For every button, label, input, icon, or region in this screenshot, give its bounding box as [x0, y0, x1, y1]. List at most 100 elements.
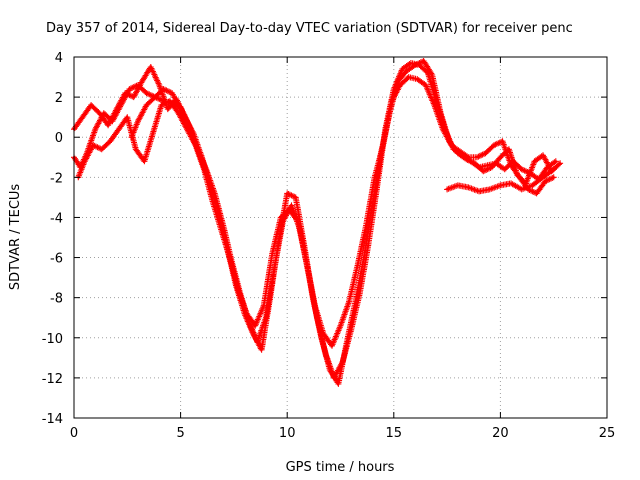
y-tick-label: -6: [50, 252, 63, 267]
y-tick-label: 2: [55, 91, 63, 106]
data-point: [473, 162, 477, 165]
data-point: [141, 79, 144, 83]
data-point: [396, 79, 400, 83]
chart-title: Day 357 of 2014, Sidereal Day-to-day VTE…: [46, 21, 573, 36]
y-tick-label: 4: [55, 51, 63, 66]
data-point: [552, 176, 555, 179]
data-point: [477, 190, 481, 193]
data-point: [81, 115, 84, 119]
x-tick-label: 10: [279, 426, 296, 441]
data-point: [100, 148, 103, 151]
data-point: [354, 300, 357, 303]
data-point: [373, 176, 376, 179]
data-point: [296, 220, 300, 223]
data-point: [518, 176, 521, 179]
data-point: [196, 148, 199, 151]
data-point: [509, 164, 513, 167]
data-point: [337, 382, 340, 386]
data-point: [401, 67, 404, 71]
data-point: [552, 168, 555, 171]
data-point: [294, 196, 297, 199]
data-point: [160, 103, 163, 107]
data-point: [356, 264, 359, 267]
data-point: [320, 336, 323, 339]
data-point: [330, 344, 334, 347]
data-point: [145, 91, 148, 95]
data-point: [531, 184, 534, 187]
data-point: [558, 162, 562, 165]
data-point: [211, 200, 214, 203]
y-tick-label: 0: [55, 131, 63, 146]
data-point: [170, 91, 174, 95]
data-point: [236, 288, 240, 291]
data-point: [543, 180, 547, 183]
data-point: [554, 160, 558, 163]
data-point: [204, 172, 208, 175]
series-track-5: [128, 86, 210, 177]
data-point: [219, 228, 223, 231]
series-track-3: [75, 74, 557, 349]
data-point: [162, 87, 165, 91]
data-point: [126, 115, 129, 119]
data-point: [533, 160, 536, 163]
data-point: [115, 107, 118, 111]
data-point: [488, 188, 491, 191]
data-point: [277, 240, 280, 243]
data-point: [153, 95, 157, 99]
data-point: [456, 184, 459, 187]
y-tick-label: -4: [50, 211, 63, 226]
y-tick-label: -12: [42, 372, 63, 387]
data-point: [501, 140, 504, 143]
data-point: [503, 168, 506, 171]
data-point: [407, 75, 410, 79]
x-tick-label: 0: [70, 426, 78, 441]
data-point: [271, 252, 274, 255]
data-point: [467, 186, 470, 189]
data-point: [89, 103, 93, 107]
data-point: [288, 208, 291, 211]
plot-frame: [73, 56, 608, 419]
x-tick-label: 5: [176, 426, 184, 441]
data-point: [499, 184, 502, 187]
data-point: [187, 128, 191, 131]
data-point: [290, 204, 293, 207]
data-point: [475, 156, 479, 159]
data-point: [106, 123, 110, 127]
data-point: [490, 166, 494, 169]
data-point: [134, 148, 138, 151]
data-point: [109, 140, 112, 143]
data-point: [143, 160, 146, 163]
data-point: [499, 156, 502, 159]
data-point: [279, 216, 283, 219]
data-point: [136, 119, 140, 123]
data-point: [541, 176, 545, 179]
data-point: [424, 83, 427, 87]
data-point: [117, 128, 120, 131]
data-point: [254, 324, 257, 327]
x-axis-label: GPS time / hours: [286, 460, 395, 475]
data-point: [260, 348, 263, 352]
series-marks: [75, 74, 557, 349]
data-point: [509, 182, 513, 185]
data-point: [228, 256, 231, 259]
data-point: [158, 83, 161, 87]
data-point: [486, 164, 489, 167]
y-tick-label: -2: [50, 171, 63, 186]
data-point: [390, 99, 393, 103]
data-point: [151, 132, 155, 135]
data-point: [166, 107, 170, 111]
data-point: [179, 107, 182, 111]
x-tick-label: 15: [386, 426, 403, 441]
data-point: [149, 65, 152, 69]
data-point: [422, 59, 425, 63]
data-point: [409, 61, 413, 65]
data-point: [445, 188, 449, 191]
data-point: [128, 87, 131, 91]
data-point: [507, 148, 511, 151]
data-point: [458, 150, 462, 153]
data-series: [71, 58, 564, 387]
data-point: [98, 111, 101, 115]
series-track-4: [444, 166, 557, 195]
data-point: [339, 324, 342, 327]
y-tick-label: -10: [42, 332, 63, 347]
